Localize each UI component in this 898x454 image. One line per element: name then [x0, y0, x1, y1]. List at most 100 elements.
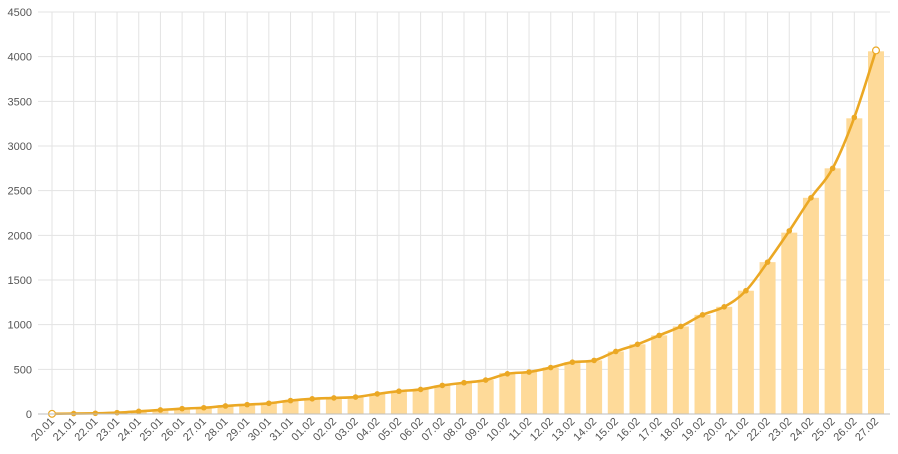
- bar: [499, 372, 516, 414]
- y-tick-label: 2500: [8, 186, 32, 198]
- y-tick-label: 3500: [8, 96, 32, 108]
- x-tick-label: 19.02: [680, 416, 708, 444]
- x-tick-label: 23.02: [766, 416, 794, 444]
- x-tick-label: 26.02: [831, 416, 859, 444]
- line-point: [482, 377, 489, 383]
- line-point: [526, 369, 532, 375]
- x-tick-label: 18.02: [658, 416, 686, 444]
- x-tick-label: 25.02: [810, 416, 838, 444]
- x-tick-label: 04.02: [354, 416, 382, 444]
- line-point: [157, 407, 164, 413]
- bar: [477, 380, 494, 414]
- x-tick-label: 20.01: [29, 416, 57, 444]
- line-point: [374, 391, 381, 397]
- x-tick-label: 27.01: [181, 416, 209, 444]
- line-point: [808, 195, 814, 201]
- bar: [542, 367, 559, 414]
- line-point: [569, 359, 576, 365]
- bar: [217, 405, 234, 414]
- bar: [759, 262, 776, 414]
- line-point: [352, 394, 359, 400]
- bar: [347, 397, 364, 414]
- bar: [846, 118, 863, 414]
- x-tick-label: 01.02: [289, 416, 317, 444]
- x-tick-label: 26.01: [159, 416, 187, 444]
- line-point: [743, 287, 749, 294]
- line-point: [287, 397, 294, 404]
- x-tick-label: 22.01: [73, 416, 101, 444]
- x-tick-label: 28.01: [203, 416, 231, 444]
- line-point: [547, 364, 554, 371]
- x-tick-label: 10.02: [485, 416, 513, 444]
- x-tick-label: 16.02: [615, 416, 643, 444]
- bar: [239, 404, 256, 414]
- x-tick-label: 30.01: [246, 416, 274, 444]
- bar: [564, 362, 581, 414]
- bar: [282, 400, 299, 414]
- bar: [802, 197, 819, 414]
- line-point: [244, 401, 250, 408]
- bar: [607, 351, 624, 414]
- x-tick-label: 23.01: [94, 416, 122, 444]
- line-point: [786, 228, 793, 234]
- x-tick-label: 06.02: [398, 416, 426, 444]
- bar: [412, 389, 429, 414]
- line-point: [461, 379, 467, 386]
- bar: [824, 168, 841, 414]
- x-tick-label: 12.02: [528, 416, 556, 444]
- line-point: [699, 312, 706, 318]
- line-point: [92, 410, 99, 417]
- y-tick-label: 0: [26, 409, 32, 421]
- x-tick-label: 22.02: [745, 416, 773, 444]
- line-point: [764, 259, 771, 265]
- bar: [369, 393, 386, 414]
- y-tick-label: 3000: [8, 141, 32, 153]
- x-tick-label: 13.02: [550, 416, 578, 444]
- line-point: [179, 405, 185, 412]
- bar: [781, 232, 798, 414]
- line-point: [309, 396, 316, 402]
- bar: [521, 372, 538, 414]
- line-point: [331, 395, 337, 401]
- bar: [868, 51, 884, 414]
- bar: [629, 344, 646, 414]
- line-point: [266, 400, 272, 407]
- bar: [651, 335, 668, 414]
- x-tick-label: 24.01: [116, 416, 144, 444]
- bar: [586, 360, 603, 414]
- bar: [737, 290, 754, 414]
- x-tick-label: 08.02: [441, 416, 469, 444]
- x-tick-label: 05.02: [376, 416, 404, 444]
- y-tick-label: 4500: [8, 7, 32, 19]
- bar: [434, 385, 451, 414]
- x-tick-label: 02.02: [311, 416, 339, 444]
- x-tick-label: 09.02: [463, 416, 491, 444]
- x-tick-label: 14.02: [571, 416, 599, 444]
- line-point: [591, 357, 597, 364]
- x-tick-label: 27.02: [853, 416, 881, 444]
- y-tick-label: 4000: [8, 52, 32, 64]
- line-point: [200, 404, 207, 411]
- bar: [716, 306, 733, 414]
- x-tick-label: 31.01: [268, 416, 296, 444]
- bar: [260, 403, 277, 414]
- axes: 0 500 1000 1500 2000 2500 3000 3500 4000 4500 20.0…: [8, 7, 890, 444]
- x-tick-label: 15.02: [593, 416, 621, 444]
- x-tick-label: 21.01: [51, 416, 79, 444]
- line-point: [504, 371, 511, 377]
- bar: [325, 397, 342, 414]
- bar: [456, 382, 472, 414]
- x-tick-label: 11.02: [507, 416, 534, 443]
- x-tick-label: 07.02: [419, 416, 447, 444]
- bar: [672, 326, 689, 414]
- x-tick-label: 03.02: [333, 416, 361, 444]
- y-tick-label: 2000: [8, 230, 32, 242]
- y-tick-label: 500: [14, 364, 32, 376]
- x-tick-label: 29.01: [224, 416, 252, 444]
- bar: [694, 314, 711, 414]
- y-tick-label: 1000: [8, 320, 32, 332]
- bar-series: [44, 51, 884, 414]
- x-tick-label: 21.02: [723, 416, 751, 444]
- x-tick-label: 20.02: [701, 416, 729, 444]
